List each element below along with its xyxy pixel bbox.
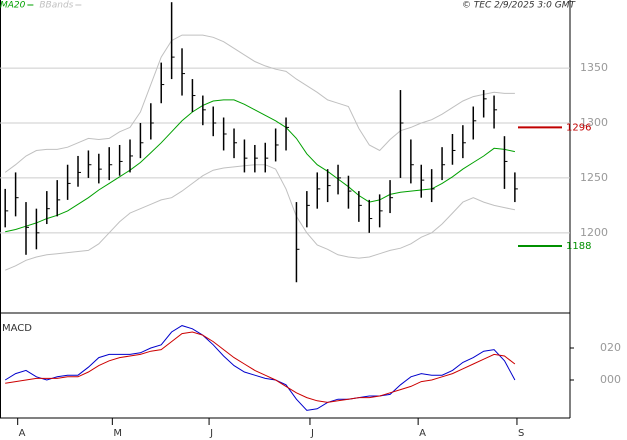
ma-line <box>5 99 516 233</box>
level-label: 1188 <box>566 241 591 252</box>
y-tick-label: 020 <box>600 341 621 354</box>
x-tick-label: M <box>113 428 122 439</box>
macd-title: MACD <box>2 323 32 334</box>
level-label: 1296 <box>566 122 591 133</box>
y-tick-label: 1300 <box>580 116 608 129</box>
legend-label: BBands <box>39 1 73 11</box>
macd-line <box>5 331 516 403</box>
y-tick-label: 1350 <box>580 61 608 74</box>
x-tick-label: A <box>19 428 26 439</box>
y-tick-label: 1250 <box>580 171 608 184</box>
bband-line <box>5 164 516 271</box>
y-tick-label: 000 <box>600 373 621 386</box>
bband-line <box>4 34 515 173</box>
x-tick-label: J <box>310 428 314 439</box>
macd-line <box>4 325 516 411</box>
x-tick-label: A <box>419 428 426 439</box>
legend-label: MA20 <box>0 1 26 11</box>
x-tick-label: S <box>518 428 524 439</box>
x-tick-label: J <box>209 428 213 439</box>
y-tick-label: 1200 <box>580 226 608 239</box>
credit: © TEC 2/9/2025 3:0 GMT <box>462 1 577 11</box>
